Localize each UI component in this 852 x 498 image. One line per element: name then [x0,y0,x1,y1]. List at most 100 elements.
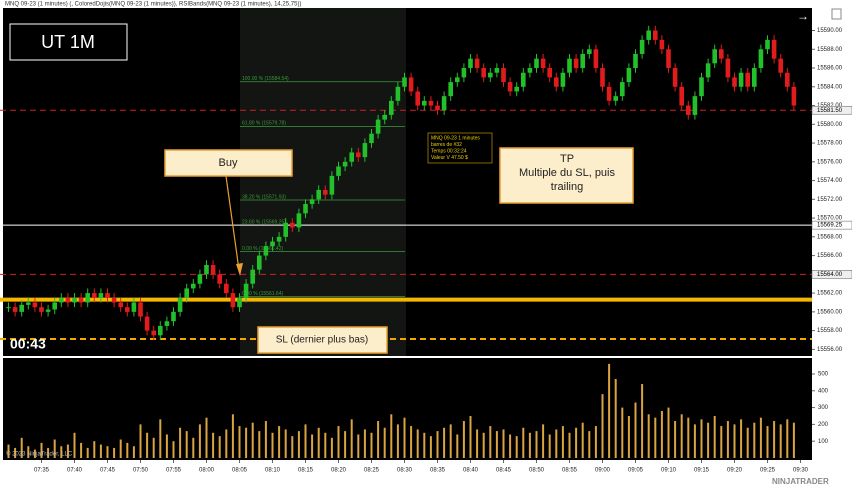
y-tick-label: 15562.00 [817,291,843,297]
candle-body [507,82,513,92]
volume-bar [726,421,729,458]
fib-zone [240,8,406,356]
candle-body [435,105,440,111]
volume-bar [687,417,690,458]
volume-bar [185,431,188,458]
candle-body [745,72,750,87]
volume-bar [792,422,795,458]
volume-bar [416,429,419,458]
arrow-icon[interactable]: → [797,9,809,23]
x-tick-label: 08:45 [496,468,512,474]
candle-body [719,49,724,59]
tooltip-box [427,132,493,164]
candle-body [501,68,506,83]
x-tick-label: 09:30 [793,468,809,474]
volume-bar [344,431,347,458]
buy-box [164,149,293,177]
timer: 00:43 [10,336,46,352]
volume-panel [3,358,812,460]
x-tick-label: 08:25 [364,468,380,474]
candle-body [389,100,394,115]
candle-body [290,222,295,228]
candle-body [78,297,84,303]
volume-bar [647,414,650,458]
candle-body [204,264,209,275]
volume-bar [515,436,518,458]
volume-bar [568,432,571,458]
y-tick-label: 15590.00 [817,28,843,34]
candle-body [362,143,368,158]
candle-body [646,30,651,40]
x-tick-label: 07:40 [67,468,83,474]
volume-bar [443,427,446,458]
candle-body [230,293,236,308]
volume-bar [495,431,498,458]
v-tick-label: 200 [818,422,829,428]
sl-box [257,326,388,354]
x-tick-label: 08:55 [562,468,578,474]
volume-bar [205,417,208,458]
candle-body [171,311,176,322]
y-tick-label: 15578.00 [817,141,843,147]
volume-bar [60,446,63,458]
x-tick-label: 08:20 [331,468,347,474]
candle-body [639,39,645,54]
x-tick-label: 09:25 [760,468,776,474]
candle-body [699,77,704,97]
volume-bar [251,422,254,458]
candle-body [250,269,255,284]
volume-bar [139,424,142,458]
candle-body [441,96,447,111]
tooltip-line: Valeur V 47.50 $ [431,155,468,161]
candle-body [540,58,546,69]
volume-bar [126,442,129,458]
candle-body [158,325,163,336]
x-tick-label: 07:45 [100,468,116,474]
candle-body [59,297,64,303]
candle-body [276,236,282,242]
candle-body [151,330,156,336]
volume-bar [218,436,221,458]
volume-bar [449,424,452,458]
f-button[interactable] [831,8,842,20]
candle-body [461,68,467,78]
candle-body [375,119,381,134]
candle-body [85,293,90,303]
volume-bar [66,444,69,458]
candle-body [177,297,183,312]
volume-bar [575,427,578,458]
y-tick-label: 15588.00 [817,47,843,53]
volume-bar [502,429,505,458]
candle-body [65,297,71,303]
candle-body [342,161,348,167]
volume-bar [707,422,710,458]
volume-bar [528,432,531,458]
volume-bar [641,384,644,458]
volume-bar [667,407,670,458]
candle-body [382,114,387,120]
volume-bar [693,424,696,458]
volume-bar [720,426,723,458]
volume-bar [198,424,201,458]
candle-body [303,204,308,214]
x-tick-label: 08:35 [430,468,446,474]
volume-bar [634,402,637,458]
candle-body [111,297,117,303]
volume-bar [588,431,591,458]
candle-body [395,86,401,101]
level-tag-label: 15569.25 [817,223,843,229]
volume-bar [627,415,630,458]
candle-body [125,307,130,312]
candle-body [118,302,123,308]
volume-bar [179,427,182,458]
volume-bar [660,410,663,458]
y-tick-label: 15556.00 [817,347,843,353]
volume-bar [278,426,281,458]
candle-body [336,166,341,176]
volume-bar [113,447,116,458]
logo: NINJATRADER [772,477,829,486]
tooltip-line: barres de #32 [431,142,462,148]
volume-bar [759,417,762,458]
volume-bar [390,414,393,458]
